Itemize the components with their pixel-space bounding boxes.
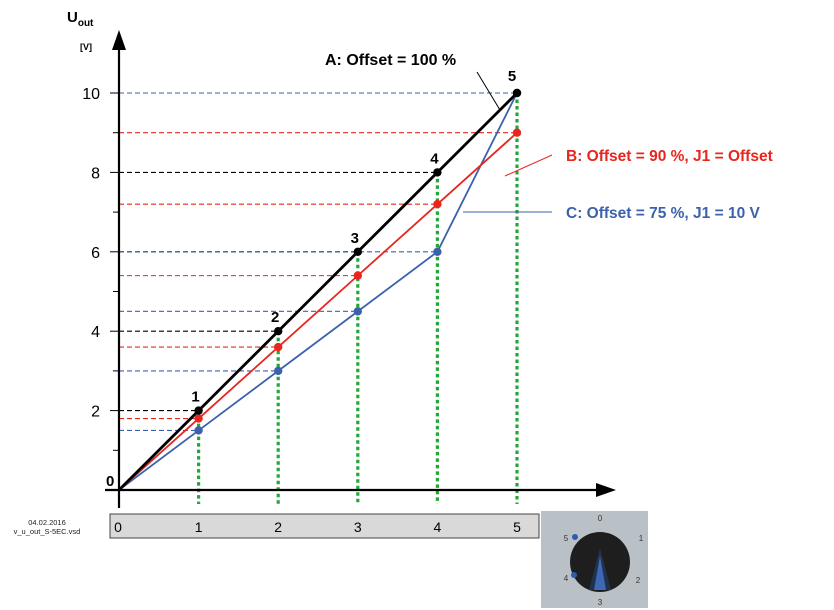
footer-note: 04.02.2016 v_u_out_S-5EC.vsd <box>6 518 88 536</box>
leader-line-series-1 <box>476 71 501 111</box>
drop-lines <box>197 93 519 504</box>
leader-line-series-2 <box>504 154 553 177</box>
series-label-3: C: Offset = 75 %, J1 = 10 V <box>566 205 761 222</box>
y-tick-label-10: 10 <box>82 86 100 103</box>
y-axis-title: Uout <box>67 9 94 29</box>
x-tick-label-1: 1 <box>195 519 203 535</box>
series-lines <box>118 88 522 491</box>
point-label-2: 2 <box>271 309 279 326</box>
labels: 0 1 2 3 4 5 A: Offset = 100 % B: Offset = 90 %,… <box>106 52 773 490</box>
selector-dial: 0 1 2 3 4 5 <box>541 511 648 608</box>
y-tick-label-2: 2 <box>91 404 100 421</box>
point-label-5: 5 <box>508 68 516 85</box>
series-2-point-3 <box>353 271 362 280</box>
dial-label-5: 5 <box>564 534 569 543</box>
series-1-point-2 <box>274 327 283 336</box>
series-3-point-3 <box>353 307 362 316</box>
y-axis-unit: [V] <box>80 42 92 52</box>
series-2-point-5 <box>512 128 522 137</box>
y-tick-label-6: 6 <box>91 245 100 262</box>
x-tick-label-0: 0 <box>114 519 122 535</box>
series-1-point-4 <box>433 168 442 177</box>
dial-label-3: 3 <box>598 598 603 607</box>
series-1-point-5 <box>512 88 522 98</box>
series-1-point-1 <box>194 406 203 415</box>
series-3-point-4 <box>433 247 442 256</box>
x-tick-label-3: 3 <box>354 519 362 535</box>
point-label-1: 1 <box>191 389 199 406</box>
x-tick-label-2: 2 <box>274 519 282 535</box>
y-tick-label-4: 4 <box>91 324 100 341</box>
series-2-point-1 <box>194 414 203 423</box>
series-line-1 <box>118 92 518 491</box>
dial-label-2: 2 <box>636 576 641 585</box>
dial-label-1: 1 <box>639 534 644 543</box>
dial-label-0: 0 <box>598 514 603 523</box>
guide-lines <box>119 92 517 432</box>
dial-label-4: 4 <box>564 574 569 583</box>
point-label-4: 4 <box>430 150 439 167</box>
x-axis-scale-bar <box>109 513 540 539</box>
footer-date: 04.02.2016 <box>28 518 66 527</box>
series-2-point-2 <box>274 342 283 352</box>
y-axis-arrow <box>112 30 126 50</box>
point-label-0: 0 <box>106 473 114 490</box>
series-label-1: A: Offset = 100 % <box>325 52 456 69</box>
x-axis-arrow <box>596 483 616 497</box>
dial-dot-4 <box>571 572 577 578</box>
x-tick-label-4: 4 <box>434 519 442 535</box>
series-line-3 <box>118 92 518 491</box>
point-label-3: 3 <box>351 230 359 247</box>
series-3-point-1 <box>194 426 203 435</box>
series-line-2 <box>118 132 518 491</box>
series-1-point-3 <box>353 247 362 256</box>
dial-pointer-highlight <box>594 556 606 590</box>
dial-dot-5 <box>572 534 578 540</box>
x-tick-label-5: 5 <box>513 519 521 535</box>
footer-file: v_u_out_S-5EC.vsd <box>13 527 81 536</box>
y-axis-title-symbol: U <box>67 9 78 26</box>
series-label-2: B: Offset = 90 %, J1 = Offset <box>566 148 773 165</box>
y-tick-label-8: 8 <box>91 165 100 182</box>
series-3-point-2 <box>274 366 283 376</box>
series-2-point-4 <box>433 199 442 209</box>
y-axis-title-subscript: out <box>78 18 94 29</box>
